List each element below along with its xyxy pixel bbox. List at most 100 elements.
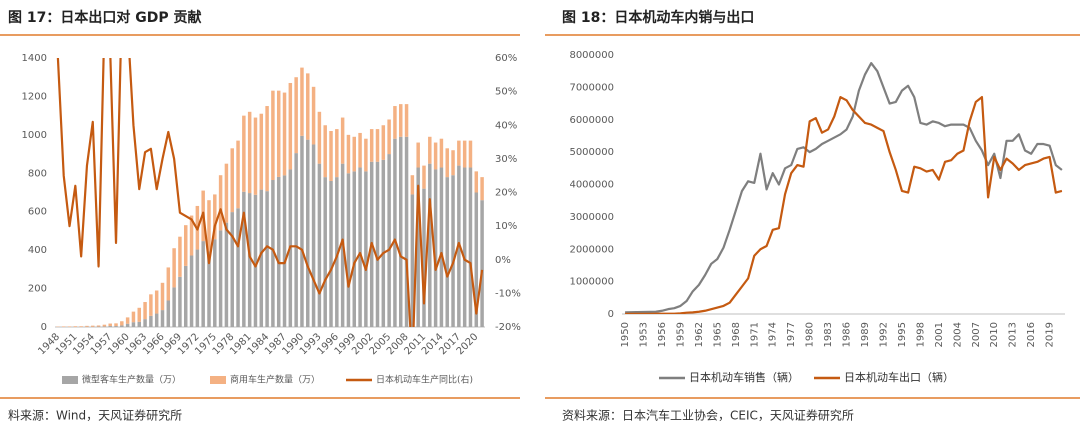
- bar: [288, 82, 293, 170]
- legend-label: 日本机动车生产同比(右): [376, 374, 473, 386]
- bar: [230, 212, 234, 327]
- y-tick-label: 3000000: [569, 212, 614, 223]
- bar: [369, 129, 374, 162]
- bar: [218, 230, 223, 327]
- source: 料来源：Wind，天风证券研究所: [8, 408, 182, 423]
- bar: [143, 302, 147, 320]
- x-tick-label: 1959: [675, 322, 686, 347]
- line: [625, 95, 1063, 314]
- bar: [102, 324, 107, 327]
- bar: [213, 239, 217, 327]
- bar: [393, 138, 397, 327]
- y2-tick-label: 50%: [495, 87, 517, 98]
- bar: [346, 173, 351, 327]
- bar: [346, 134, 351, 174]
- bar: [451, 175, 455, 327]
- bar: [375, 161, 380, 327]
- y-tick-label: 0: [608, 309, 614, 320]
- bar: [399, 104, 403, 137]
- bar: [184, 225, 188, 266]
- legend-label: 微型客车生产数量（万）: [82, 374, 181, 386]
- bar: [253, 117, 258, 195]
- y2-tick-label: 10%: [495, 221, 517, 232]
- bar: [207, 251, 211, 327]
- bar: [468, 140, 473, 168]
- bar: [306, 73, 310, 140]
- bar: [276, 90, 281, 177]
- bar: [282, 92, 287, 176]
- x-tick-label: 2001: [934, 322, 945, 347]
- bar: [375, 129, 380, 162]
- bar: [300, 135, 304, 327]
- x-tick-label: 1998: [915, 322, 926, 347]
- bar: [201, 241, 205, 327]
- bar: [439, 138, 444, 168]
- legend-swatch: [62, 376, 78, 384]
- y2-tick-label: 60%: [495, 53, 517, 64]
- bar: [120, 325, 124, 327]
- bar: [416, 142, 420, 168]
- bar: [468, 167, 473, 327]
- bar: [143, 319, 147, 327]
- bar: [73, 326, 78, 327]
- bar: [189, 255, 194, 327]
- bar: [108, 326, 112, 327]
- y2-tick-label: -20%: [495, 322, 521, 333]
- bar: [474, 171, 479, 193]
- bar: [433, 169, 438, 327]
- bar: [399, 136, 403, 327]
- y-tick-label: 800: [28, 168, 47, 179]
- y-tick-label: 6000000: [569, 115, 614, 126]
- y-tick-label: 600: [28, 207, 47, 218]
- bar: [364, 138, 368, 172]
- x-tick-label: 1989: [860, 322, 871, 347]
- bar: [149, 294, 153, 316]
- bar: [242, 191, 246, 327]
- bar: [404, 136, 409, 327]
- bar: [300, 67, 304, 136]
- bar: [218, 175, 223, 231]
- bar: [329, 131, 333, 181]
- bar: [131, 322, 136, 327]
- y-tick-label: 4000000: [569, 180, 614, 191]
- source: 资料来源：日本汽车工业协会，CEIC，天风证券研究所: [562, 408, 854, 423]
- bar: [120, 321, 124, 326]
- x-tick-label: 1950: [620, 322, 631, 347]
- legend-label: 日本机动车出口（辆）: [844, 370, 954, 384]
- bar: [247, 193, 252, 327]
- y-tick-label: 200: [28, 284, 47, 295]
- bar: [236, 208, 240, 327]
- bar: [387, 119, 391, 155]
- y-tick-label: 8000000: [569, 50, 614, 61]
- bar: [439, 167, 444, 327]
- bar: [242, 115, 246, 192]
- bar: [137, 307, 141, 322]
- bar: [114, 326, 118, 327]
- line: [56, 58, 484, 327]
- y-tick-label: 1000000: [569, 277, 614, 288]
- bar: [410, 175, 415, 195]
- x-tick-label: 2013: [1008, 322, 1019, 347]
- bar: [317, 163, 322, 327]
- chart-title: 图 17：日本出口对 GDP 贡献: [8, 9, 201, 26]
- bar: [294, 153, 298, 327]
- bar: [67, 326, 72, 327]
- bar: [364, 171, 368, 327]
- y2-tick-label: 40%: [495, 120, 517, 131]
- x-tick-label: 2010: [989, 322, 1000, 347]
- bar: [125, 317, 130, 324]
- x-tick-label: 1986: [842, 322, 853, 347]
- y2-tick-label: 30%: [495, 154, 517, 165]
- bar: [335, 177, 339, 327]
- bar: [178, 276, 182, 327]
- bar: [451, 150, 455, 176]
- bar: [178, 236, 182, 277]
- x-tick-label: 1971: [749, 322, 760, 347]
- bar: [207, 200, 211, 252]
- bar: [340, 117, 345, 164]
- bar: [358, 167, 362, 327]
- line: [625, 61, 1063, 314]
- bar: [85, 325, 89, 327]
- bar: [317, 111, 322, 164]
